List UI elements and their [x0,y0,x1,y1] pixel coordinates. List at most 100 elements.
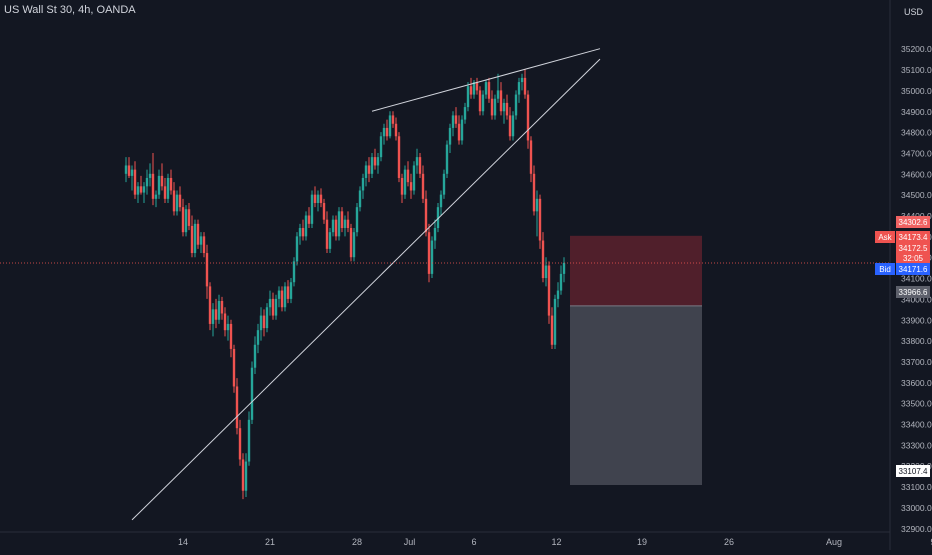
candle [409,173,413,199]
candle-body [337,211,341,237]
candle [421,165,425,203]
candle [337,207,341,241]
time-axis[interactable]: 14 21 28 Jul 6 12 19 26 Aug 9 [178,537,932,547]
candle [442,169,446,199]
candle [274,294,278,320]
price-tag-value: 34172.5 [899,244,928,253]
candle-body [529,140,533,174]
candle-body [163,186,167,199]
candle [286,280,290,304]
candle [280,286,284,312]
trendlines[interactable] [131,48,601,521]
position-tool[interactable] [570,235,702,486]
currency-label: USD [904,7,924,17]
candle-body [406,169,410,183]
candle-body [535,198,539,212]
candle [364,161,368,187]
time-tick-label: 21 [265,537,275,547]
candle-body [403,169,407,195]
price-tick-label: 34900.0 [901,107,932,117]
candle-body [226,323,230,331]
candle-body [550,315,554,345]
candle [520,73,524,91]
candle [268,290,272,316]
candle [502,98,506,124]
candle [400,173,404,203]
candle [451,111,455,137]
candle-body [418,157,422,174]
price-tick-label: 34600.0 [901,169,932,179]
candle [445,140,449,178]
candle-body [382,127,386,137]
candle-body [193,223,197,254]
candle [454,107,458,128]
candle-body [385,127,389,137]
price-tag-value: 34173.4 [899,233,928,242]
candle-body [556,290,560,299]
stop-price-tag: 34302.6 [896,216,930,228]
candle-body [184,209,188,233]
candle [526,90,530,149]
candle [196,219,200,249]
candle-body [211,309,215,324]
candle-body [238,428,242,460]
candle-body [268,298,272,308]
candle [295,232,299,266]
candle [541,232,545,283]
candle [349,223,353,262]
candle [289,278,293,304]
candle-body [196,223,200,245]
candle-body [427,232,431,274]
candle-body [145,177,149,187]
candle-body [280,290,284,308]
candle-body [448,127,452,145]
candle [190,215,194,258]
price-tick-label: 34700.0 [901,148,932,158]
price-tick-label: 35000.0 [901,86,932,96]
candle-body [544,265,548,279]
candle-body [307,215,311,224]
candle [469,77,473,99]
candle-body [157,175,161,195]
candle [199,232,203,254]
candle-body [229,323,233,349]
candle [547,261,551,324]
candle [262,309,266,337]
candle-body [259,315,263,331]
candle [154,190,158,208]
candle [142,182,146,203]
candle [172,182,176,216]
position-stop-zone [570,235,702,306]
trendline[interactable] [371,48,601,112]
candle [166,173,170,203]
price-tag-value: 34171.6 [899,265,928,274]
candle [535,190,539,237]
candle [325,211,329,254]
candle [193,219,197,258]
candle-body [364,165,368,178]
candle-body [436,207,440,229]
price-tick-label: 33300.0 [901,440,932,450]
candle [373,148,377,170]
candle-body [484,82,488,95]
candle-body [541,240,545,279]
candle [370,152,374,178]
target-price-tag: 33107.4 [896,465,930,477]
candle [490,90,494,120]
symbol-title[interactable]: US Wall St 30, 4h, OANDA [4,4,136,16]
candle [529,136,533,183]
candle [466,82,470,112]
price-tag-label: Ask [878,233,892,242]
candle-body [331,219,335,233]
candle-body [553,298,557,345]
trendline[interactable] [131,58,601,521]
candle [283,282,287,312]
price-tick-label: 33800.0 [901,336,932,346]
candle [427,223,431,283]
candle [265,303,269,333]
candle [292,257,296,287]
candle-body [340,211,344,229]
candle [415,148,419,174]
